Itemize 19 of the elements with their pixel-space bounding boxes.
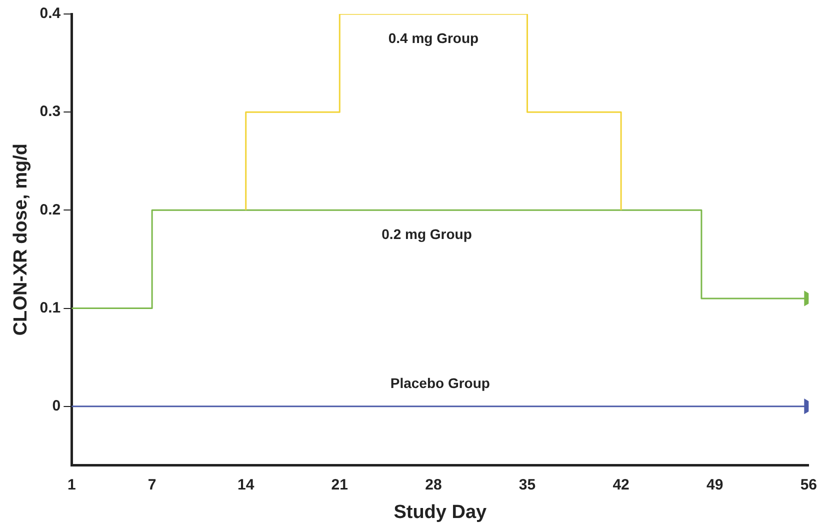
x-tick-label: 42 [612, 476, 630, 494]
x-tick-label: 28 [425, 476, 442, 494]
x-tick-label: 14 [238, 476, 255, 494]
x-tick-label: 21 [331, 476, 348, 494]
y-tick-label: 0.3 [40, 103, 61, 120]
y-tick-label: 0.2 [40, 201, 61, 218]
x-tick-label: 7 [148, 476, 156, 494]
y-tick-label: 0.1 [40, 299, 61, 316]
series-label: 0.4 mg Group [388, 30, 479, 46]
y-tick-label: 0.4 [40, 5, 62, 22]
x-tick-label: 1 [67, 476, 76, 494]
x-tick-label: 35 [518, 476, 536, 494]
series-label: Placebo Group [390, 375, 490, 392]
x-axis-title: Study Day [394, 502, 488, 523]
y-axis-title: CLON-XR dose, mg/d [10, 144, 32, 336]
series-label: 0.2 mg Group [382, 226, 472, 242]
x-tick-label: 49 [706, 476, 724, 494]
x-tick-label: 56 [800, 476, 817, 494]
y-tick-label: 0 [52, 397, 61, 414]
